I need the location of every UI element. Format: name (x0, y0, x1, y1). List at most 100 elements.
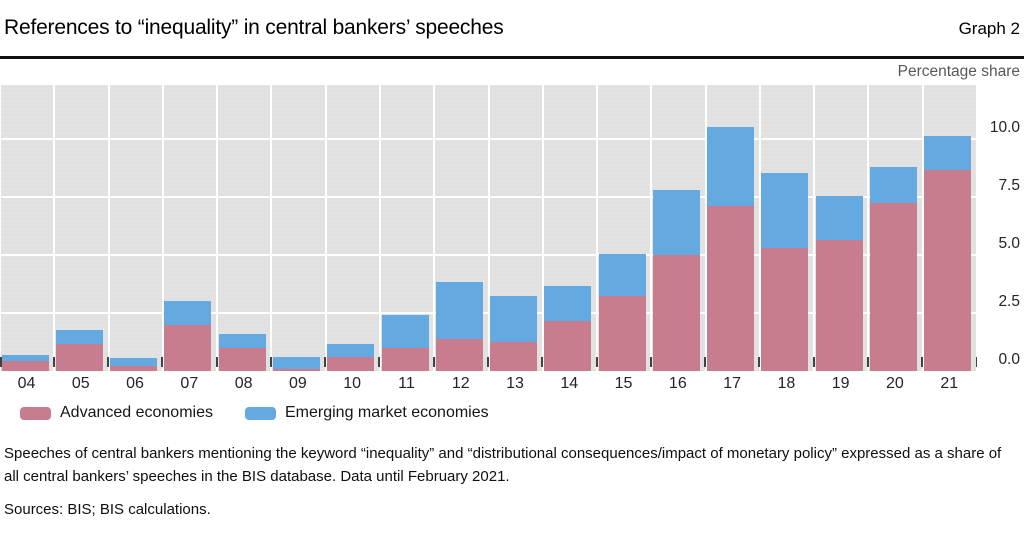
bar-15-advanced (598, 295, 646, 371)
x-axis-tick (541, 357, 544, 367)
legend-label-emerging-market-economies: Emerging market economies (284, 404, 489, 421)
x-tick-label-20: 20 (886, 375, 904, 392)
y-axis-labels: 0.0 2.5 5.0 7.5 10.0 (977, 85, 1023, 371)
gridline-vertical (433, 85, 436, 371)
x-axis-tick (432, 357, 435, 367)
graph-number-label: Graph 2 (958, 19, 1020, 38)
y-tick-label: 10.0 (989, 119, 1020, 136)
gridline-vertical (650, 85, 653, 371)
y-tick-label: 2.5 (998, 293, 1020, 310)
gridline-vertical (867, 85, 870, 371)
x-tick-label-19: 19 (831, 375, 850, 392)
bar-17-emerging (707, 127, 755, 207)
footnote-text: Speeches of central bankers mentioning t… (4, 445, 1002, 485)
x-tick-label-15: 15 (614, 375, 633, 392)
stacked-bar-chart: 0.0 2.5 5.0 7.5 10.0 04 05 06 07 08 09 10 11 12 13 14 1… (0, 85, 1024, 396)
x-tick-label-11: 11 (398, 375, 415, 392)
gridline-vertical (487, 85, 490, 371)
x-axis-tick (215, 357, 218, 367)
legend-swatch-emerging-market-economies (244, 406, 276, 420)
page-title: References to “inequality” in central ba… (4, 16, 504, 39)
bar-21-advanced (924, 170, 972, 371)
x-axis-tick (704, 357, 707, 367)
bar-16-emerging (652, 190, 700, 255)
bar-09-emerging (272, 357, 320, 369)
x-tick-label-18: 18 (777, 375, 796, 392)
bar-18-advanced (761, 248, 809, 371)
x-axis-tick (595, 357, 598, 367)
bar-08-emerging (218, 333, 266, 348)
gridline-vertical (813, 85, 816, 371)
x-tick-label-04: 04 (17, 375, 36, 392)
x-axis-labels: 04 05 06 07 08 09 10 11 12 13 14 15 16 17 18 19 20 21 (0, 375, 977, 396)
bar-04-advanced (1, 360, 49, 371)
bar-14-emerging (544, 286, 592, 322)
x-tick-label-07: 07 (180, 375, 199, 392)
gridline-vertical (378, 85, 381, 371)
x-axis-tick (975, 357, 977, 367)
bar-09-advanced (272, 368, 320, 371)
legend-item-advanced-economies: Advanced economies (20, 404, 213, 422)
x-tick-label-21: 21 (940, 375, 959, 392)
gridline-vertical (596, 85, 599, 371)
bar-12-advanced (435, 338, 483, 371)
bar-05-advanced (55, 344, 103, 371)
x-tick-label-17: 17 (723, 375, 741, 392)
bar-19-emerging (815, 195, 863, 240)
bar-10-emerging (327, 344, 375, 358)
gridline-vertical (976, 85, 977, 371)
bar-04-emerging (1, 354, 49, 361)
divider-rule (0, 56, 1024, 59)
legend-swatch-advanced-economies (20, 406, 51, 420)
bar-11-advanced (381, 347, 429, 371)
gridline-vertical (704, 85, 707, 371)
gridline-vertical (0, 85, 1, 371)
x-tick-label-09: 09 (288, 375, 307, 392)
plot-area (0, 85, 977, 371)
x-axis-tick (378, 357, 381, 367)
bar-15-emerging (598, 253, 646, 296)
x-tick-label-05: 05 (71, 375, 90, 392)
bar-21-emerging (924, 135, 972, 171)
bar-20-emerging (870, 166, 918, 203)
gridline-vertical (107, 85, 110, 371)
x-axis-tick (758, 357, 761, 367)
x-tick-label-13: 13 (506, 375, 524, 392)
x-axis-tick (812, 357, 815, 367)
legend-label-advanced-economies: Advanced economies (60, 404, 213, 421)
x-axis-tick (921, 357, 924, 367)
bar-13-advanced (490, 342, 538, 371)
gridline-vertical (53, 85, 56, 371)
bar-16-advanced (652, 255, 700, 371)
bar-05-emerging (55, 330, 103, 345)
chart-legend: Advanced economies Emerging market econo… (20, 404, 489, 422)
gridline-vertical (921, 85, 924, 371)
y-axis-unit-label: Percentage share (897, 63, 1020, 80)
sources-text: Sources: BIS; BIS calculations. (4, 501, 211, 518)
bar-13-emerging (490, 295, 538, 342)
x-axis-tick (0, 357, 2, 367)
x-tick-label-12: 12 (451, 375, 470, 392)
x-axis-tick (269, 357, 272, 367)
gridline-vertical (216, 85, 219, 371)
bar-07-advanced (164, 324, 212, 371)
x-axis-tick (161, 357, 164, 367)
bar-19-advanced (815, 239, 863, 371)
legend-item-emerging-market-economies: Emerging market economies (244, 404, 489, 422)
bar-20-advanced (870, 202, 918, 371)
bar-11-emerging (381, 315, 429, 348)
x-tick-label-10: 10 (343, 375, 362, 392)
gridline-vertical (324, 85, 327, 371)
bar-07-emerging (164, 301, 212, 325)
bar-06-advanced (110, 366, 158, 371)
x-axis-tick (487, 357, 489, 367)
bar-18-emerging (761, 172, 809, 249)
x-axis-tick (866, 357, 869, 367)
x-axis-tick (649, 357, 652, 367)
x-axis-tick (324, 357, 327, 367)
bar-12-emerging (435, 281, 483, 339)
bar-06-emerging (110, 358, 158, 367)
gridline-vertical (758, 85, 761, 371)
y-tick-label: 7.5 (998, 177, 1020, 194)
gridline-vertical (541, 85, 544, 371)
